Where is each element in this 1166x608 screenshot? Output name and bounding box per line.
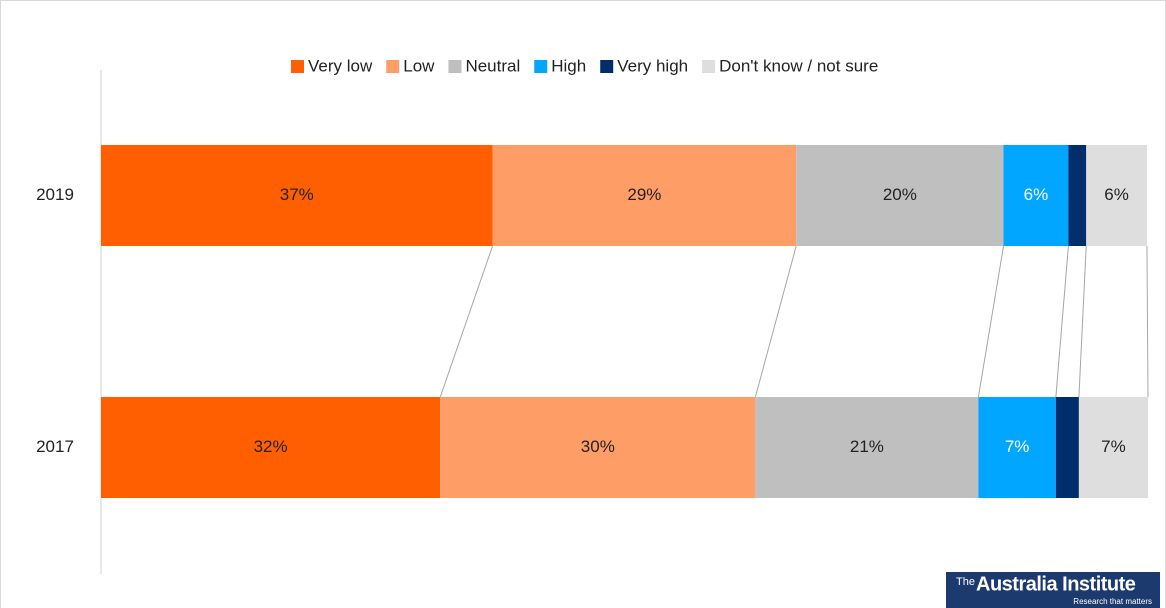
logo-tagline: Research that matters: [1073, 597, 1152, 606]
value-label: 6%: [1024, 185, 1049, 204]
bar-segment: [1086, 145, 1147, 246]
connector-line: [754, 245, 797, 398]
connector-line: [1078, 245, 1087, 398]
value-label: 21%: [850, 437, 884, 456]
value-label: 6%: [1104, 185, 1129, 204]
value-label: 7%: [1005, 437, 1030, 456]
bar-segment: [101, 145, 493, 246]
legend-swatch: [702, 60, 716, 73]
bar-segment: [101, 397, 441, 498]
legend-swatch: [386, 60, 400, 73]
bar-segment: [755, 397, 979, 498]
bar-segment: [796, 145, 1004, 246]
legend-swatch: [291, 60, 304, 73]
value-label: 20%: [883, 185, 917, 204]
legend-label: High: [551, 56, 586, 75]
connector-line: [977, 245, 1005, 398]
bar-segment: [978, 397, 1056, 498]
value-label: 30%: [581, 437, 615, 456]
connector-line: [439, 245, 494, 398]
logo: The Australia Institute Research that ma…: [946, 572, 1160, 608]
legend-label: Don't know / not sure: [719, 56, 878, 75]
value-label: 7%: [1101, 437, 1126, 456]
bar-segment: [1078, 397, 1148, 498]
connector-line: [1055, 245, 1069, 398]
value-label: 37%: [280, 185, 314, 204]
connector-line: [1146, 245, 1149, 398]
bar-segment: [440, 397, 756, 498]
legend-label: Neutral: [465, 56, 520, 75]
bar-segment: [1003, 145, 1069, 246]
legend-swatch: [448, 60, 462, 73]
bar-segment: [1055, 397, 1079, 498]
legend-swatch: [600, 60, 614, 73]
y-tick-label: 2019: [36, 185, 74, 204]
bar-segment: [492, 145, 797, 246]
y-tick-label: 2017: [36, 437, 74, 456]
value-label: 29%: [627, 185, 661, 204]
legend-label: Very low: [308, 56, 373, 75]
legend-label: Very high: [617, 56, 688, 75]
value-label: 32%: [254, 437, 288, 456]
legend-label: Low: [403, 56, 435, 75]
logo-prefix: The: [956, 576, 975, 588]
logo-background: [946, 572, 1160, 608]
bar-segment: [1068, 145, 1087, 246]
legend-swatch: [534, 60, 548, 73]
logo-name: Australia Institute: [976, 573, 1136, 595]
